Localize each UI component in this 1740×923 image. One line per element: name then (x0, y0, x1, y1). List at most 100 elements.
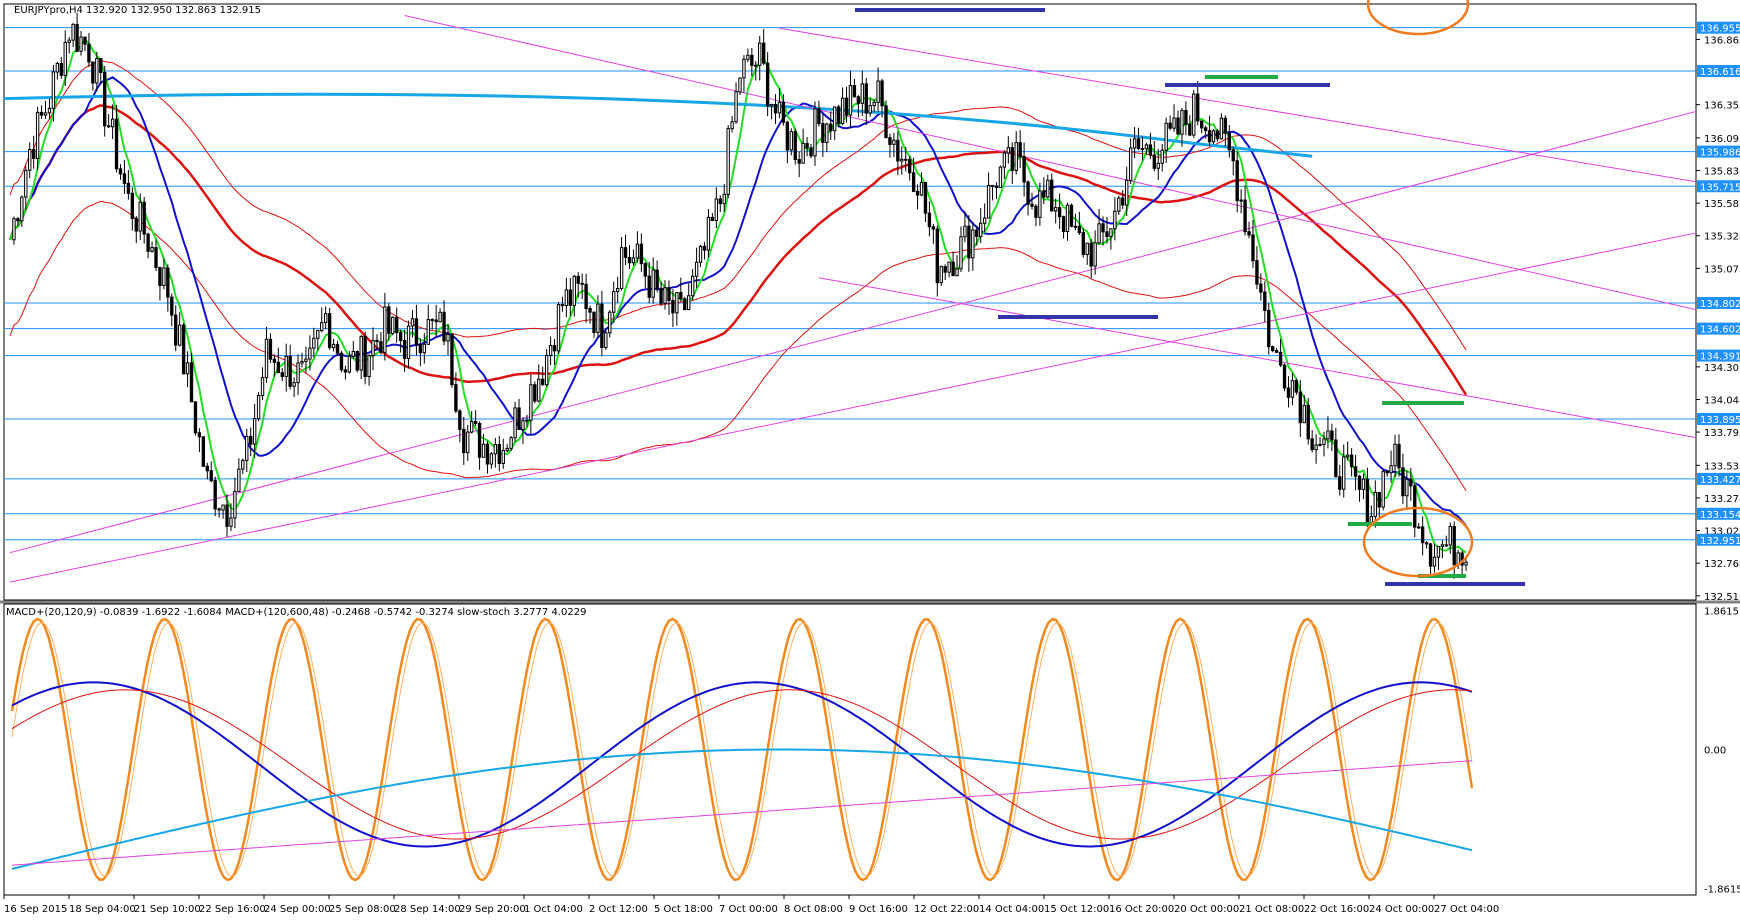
candle (592, 311, 596, 338)
candle (955, 255, 959, 277)
price-tick-label: 132.513 (1704, 592, 1740, 603)
candle (627, 245, 632, 270)
macd-header: MACD+(20,120,9) -0.0839 -1.6922 -1.6084 … (6, 607, 586, 618)
highlight-circle (1362, 506, 1474, 578)
candle-body (438, 311, 442, 323)
candle-body (83, 36, 87, 45)
candle (406, 320, 411, 369)
candle-body (359, 336, 363, 371)
candle (1188, 115, 1192, 137)
candle-body (1432, 556, 1437, 567)
candle-body (351, 350, 355, 357)
candle-body (900, 158, 904, 162)
candle (521, 417, 525, 445)
candle-body (87, 43, 91, 63)
candle (1428, 542, 1433, 576)
candle (284, 343, 288, 392)
trend-line (9, 110, 1697, 554)
candle (683, 296, 687, 311)
candle-body (177, 324, 182, 346)
candle-body (1196, 93, 1200, 122)
candle-body (493, 443, 498, 455)
fast-ma-line (9, 38, 1467, 554)
candle-body (600, 303, 604, 349)
time-label: 7 Oct 00:00 (719, 904, 778, 915)
candle (746, 48, 750, 62)
candle-body (1128, 147, 1133, 181)
candle (1030, 192, 1034, 210)
candle (1057, 193, 1062, 229)
candle (395, 307, 399, 343)
candle (793, 128, 797, 165)
candle (588, 305, 592, 324)
candle (1061, 215, 1066, 239)
candle-body (1322, 438, 1326, 445)
time-label: 29 Sep 20:00 (459, 904, 526, 915)
candle-body (789, 131, 793, 151)
candle (1377, 491, 1381, 517)
candle (237, 458, 241, 492)
candle (738, 77, 742, 96)
candle-body (623, 247, 628, 258)
candle-body (339, 352, 344, 371)
candle (1215, 129, 1220, 142)
price-tag-box (1697, 413, 1740, 426)
price-tick-label: 134.303 (1704, 363, 1740, 374)
candle-body (829, 123, 833, 132)
candle-body (915, 190, 920, 196)
candle-body (1061, 216, 1066, 233)
candle-body (1365, 478, 1370, 525)
candle (1381, 469, 1385, 511)
candle-body (1026, 181, 1030, 205)
candle (221, 504, 225, 519)
candle-body (1132, 138, 1137, 149)
candle (181, 323, 186, 375)
candle-body (1278, 351, 1283, 366)
candle-body (896, 139, 900, 162)
candle-body (118, 168, 123, 175)
candle (537, 364, 541, 403)
candle (114, 104, 119, 173)
candle-body (525, 419, 529, 422)
candle (651, 257, 655, 304)
candle-body (1215, 130, 1220, 140)
candle-body (28, 149, 32, 171)
candle (122, 159, 127, 194)
candle-body (734, 91, 738, 123)
candle-body (1409, 478, 1413, 487)
price-tick-label: 133.023 (1704, 527, 1740, 538)
candle-body (533, 384, 537, 402)
candle (177, 312, 182, 347)
candle (292, 377, 296, 398)
candle (450, 333, 454, 388)
price-tick-label: 136.863 (1704, 35, 1740, 46)
price-axis: 136.863 136.353 136.093 135.838 135.583 135.3… (1696, 21, 1740, 603)
candle-body (16, 218, 20, 222)
candle (1298, 380, 1303, 438)
candle-body (201, 436, 206, 467)
candle-body (426, 319, 430, 345)
highlight-circle (1366, 0, 1470, 36)
candle (1397, 434, 1401, 477)
candle-body (300, 360, 304, 364)
price-tag: 136.616 (1697, 65, 1740, 78)
price-tag-box (1697, 21, 1740, 34)
candle (229, 503, 233, 531)
candle-body (501, 449, 505, 464)
candle (1121, 190, 1125, 210)
markers (855, 0, 1525, 586)
candle (1207, 115, 1212, 147)
candle (142, 196, 146, 244)
candle (434, 305, 438, 337)
candle-body (1199, 120, 1204, 129)
candle (975, 226, 979, 246)
candle-body (990, 184, 995, 187)
candle-body (836, 106, 841, 124)
candle (75, 12, 79, 53)
price-tag-box (1697, 507, 1740, 520)
candle (714, 187, 719, 229)
candle (1267, 303, 1271, 355)
candle (466, 424, 470, 461)
price-tag: 133.154 (1697, 507, 1740, 521)
